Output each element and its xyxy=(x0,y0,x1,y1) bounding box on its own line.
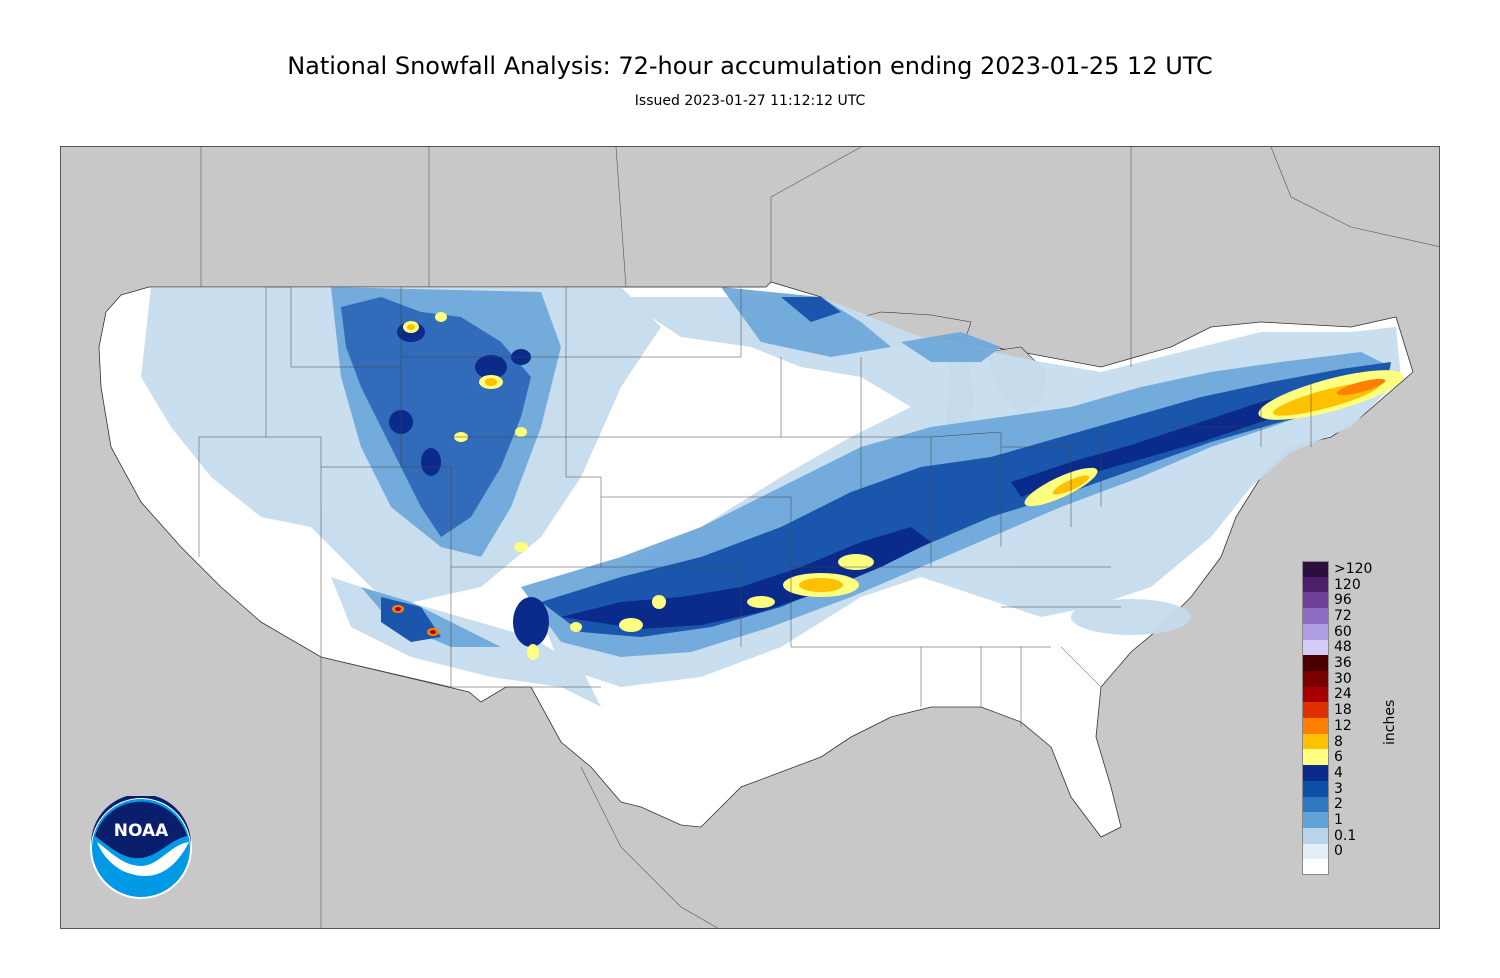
legend-swatch xyxy=(1302,718,1329,735)
legend-swatch xyxy=(1302,608,1329,625)
legend-swatch xyxy=(1302,702,1329,719)
legend: >120 120 96 72 60 48 36 30 24 18 12 8 6 4 3 2 1 0.1 0 xyxy=(1302,560,1402,876)
legend-swatch xyxy=(1302,686,1329,703)
legend-swatch xyxy=(1302,561,1329,578)
legend-label: >120 xyxy=(1334,560,1373,577)
legend-label: 3 xyxy=(1334,780,1343,797)
legend-label: 30 xyxy=(1334,670,1352,687)
legend-label: 96 xyxy=(1334,592,1352,609)
legend-label: 1 xyxy=(1334,812,1343,829)
map-canvas xyxy=(98,147,1439,928)
legend-swatch xyxy=(1302,639,1329,656)
legend-label: 48 xyxy=(1334,639,1352,656)
noaa-logo-text: NOAA xyxy=(114,821,169,841)
legend-label: 4 xyxy=(1334,764,1343,781)
legend-swatch xyxy=(1302,576,1329,593)
legend-label: 18 xyxy=(1334,702,1352,719)
legend-swatch xyxy=(1302,859,1329,876)
snowfall-map[interactable] xyxy=(60,146,1440,929)
legend-label: 6 xyxy=(1334,749,1343,766)
noaa-logo: NOAA xyxy=(89,794,193,900)
legend-swatch xyxy=(1302,623,1329,640)
legend-swatch xyxy=(1302,592,1329,609)
legend-swatch xyxy=(1302,749,1329,766)
legend-units-label: inches xyxy=(1382,699,1398,745)
legend-frame xyxy=(1302,561,1329,875)
state-borders xyxy=(149,286,1312,727)
legend-label: 60 xyxy=(1334,623,1352,640)
legend-swatch xyxy=(1302,843,1329,860)
legend-swatch xyxy=(1302,765,1329,782)
legend-label: 72 xyxy=(1334,607,1352,624)
legend-swatch xyxy=(1302,780,1329,797)
legend-swatch xyxy=(1302,733,1329,750)
legend-swatch xyxy=(1302,796,1329,813)
snow-18-24-areas xyxy=(395,607,436,634)
legend-label: 0 xyxy=(1334,843,1343,860)
legend-swatch xyxy=(1302,655,1329,672)
legend-label: 24 xyxy=(1334,686,1352,703)
legend-label: 8 xyxy=(1334,733,1343,750)
neighbor-borders xyxy=(200,147,1439,928)
noaa-logo-icon: NOAA xyxy=(90,794,192,899)
legend-label: 12 xyxy=(1334,717,1352,734)
legend-label: 0.1 xyxy=(1334,827,1357,844)
legend-swatch xyxy=(1302,827,1329,845)
legend-label: 120 xyxy=(1334,576,1361,593)
map-title: National Snowfall Analysis: 72-hour accu… xyxy=(287,52,1213,80)
legend-label: 36 xyxy=(1334,655,1352,672)
issued-timestamp: Issued 2023-01-27 11:12:12 UTC xyxy=(634,93,866,109)
legend-label: 2 xyxy=(1334,796,1343,813)
legend-swatch xyxy=(1302,812,1329,829)
legend-swatch xyxy=(1302,670,1329,688)
